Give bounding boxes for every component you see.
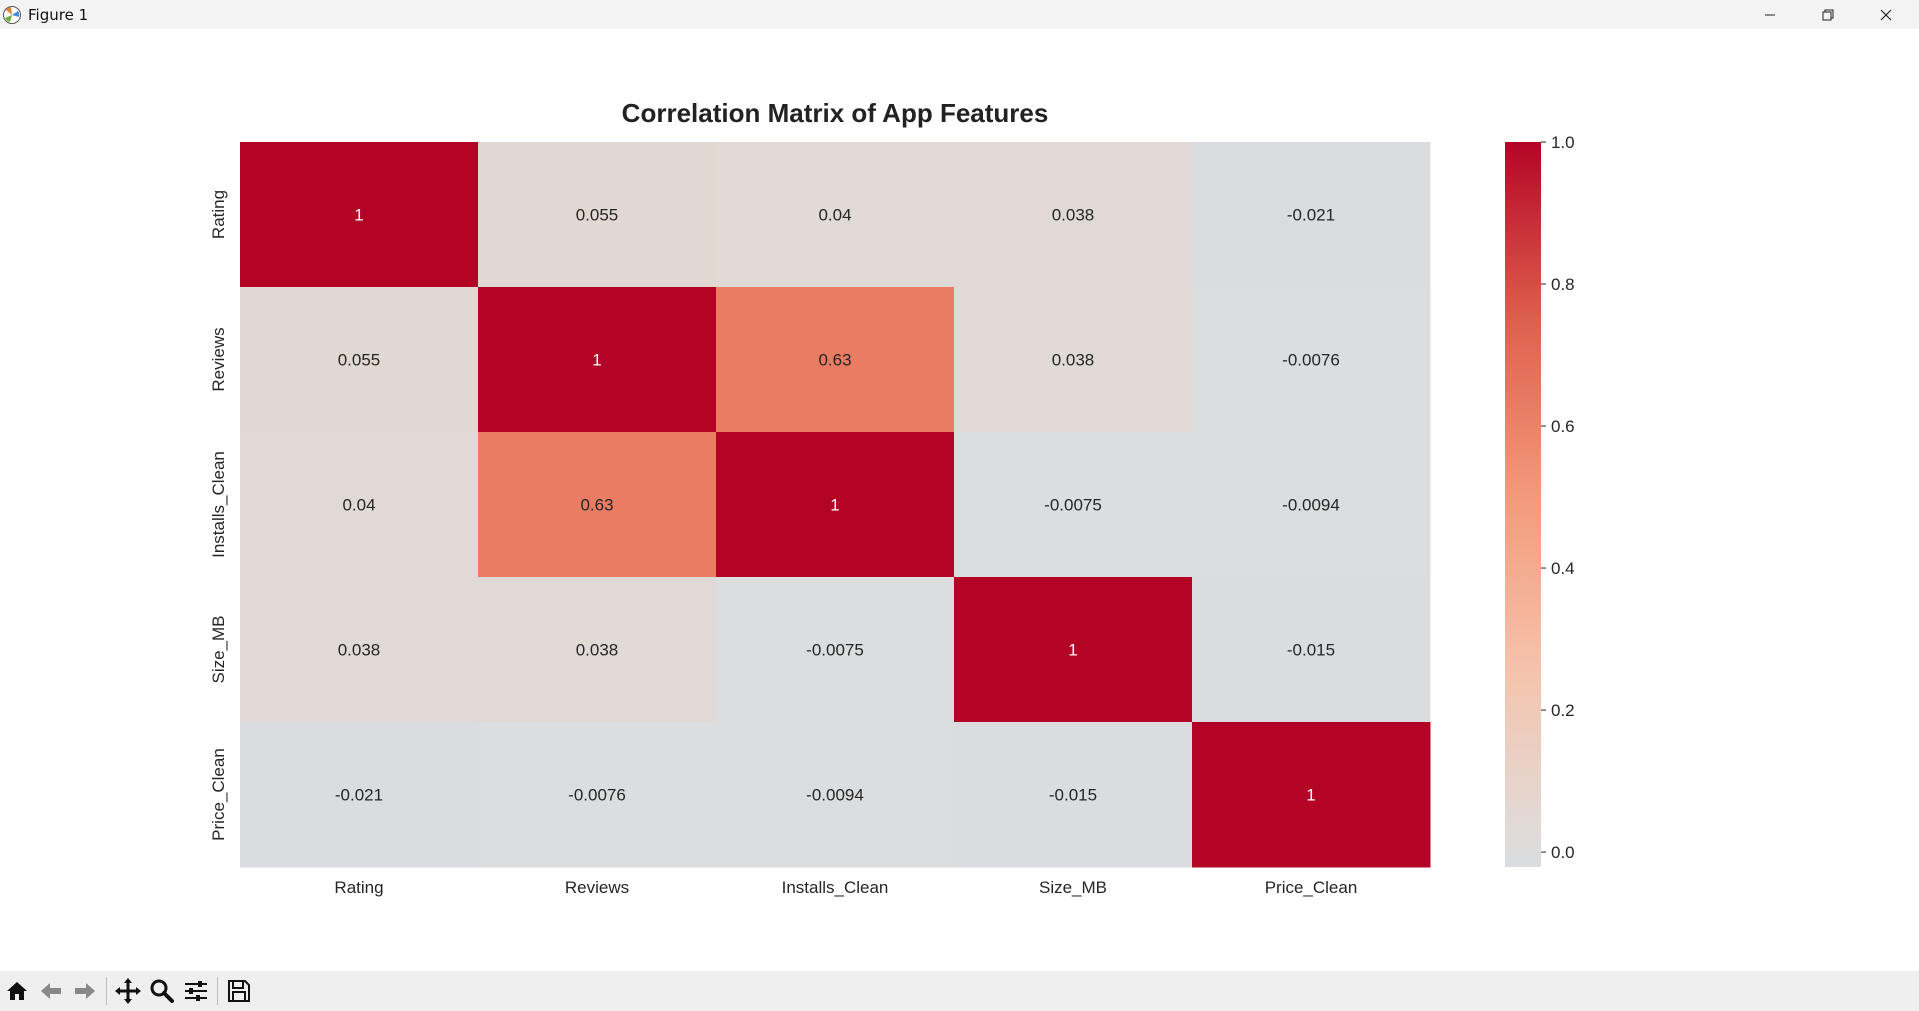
cell-annotation: -0.0075 [806,641,864,660]
heatmap-cell [716,432,955,578]
y-tick-label: Installs_Clean [209,451,228,558]
arrow-right-icon [75,983,95,999]
heatmap-cell [716,287,955,433]
heatmap-cell [716,142,955,288]
cell-annotation: -0.015 [1287,641,1335,660]
cell-annotation: 0.038 [1052,351,1095,370]
heatmap-cell [1192,287,1431,433]
cell-annotation: -0.021 [1287,206,1335,225]
colorbar-tick-label: 0.4 [1551,559,1575,578]
cell-annotation: -0.015 [1049,786,1097,805]
arrow-left-icon [41,983,61,999]
cell-annotation: 0.055 [338,351,381,370]
heatmap-cell [478,722,717,868]
cell-annotation: 0.63 [580,496,613,515]
x-tick-label: Installs_Clean [782,878,889,897]
close-button[interactable] [1857,0,1915,29]
colorbar [1505,142,1541,867]
cell-annotation: 1 [1306,786,1315,805]
move-icon [115,978,141,1004]
configure-subplots-button[interactable] [179,974,213,1008]
cell-annotation: 1 [354,206,363,225]
x-tick-label: Rating [334,878,383,897]
heatmap-cell [478,142,717,288]
heatmap-cell [954,287,1193,433]
cell-annotation: -0.0094 [806,786,864,805]
cell-annotation: 0.055 [576,206,619,225]
heatmap-cell [478,577,717,723]
colorbar-tick-label: 0.0 [1551,843,1575,862]
cell-annotation: -0.0076 [568,786,626,805]
restore-icon [1822,9,1834,20]
save-button[interactable] [222,974,256,1008]
zoom-button[interactable] [145,974,179,1008]
cell-annotation: 0.63 [818,351,851,370]
cell-annotation: 0.038 [1052,206,1095,225]
minimize-icon [1765,14,1775,15]
navigation-toolbar [0,971,1919,1011]
colorbar-tick-label: 0.2 [1551,701,1575,720]
colorbar-tick-label: 1.0 [1551,133,1575,152]
heatmap-cell [954,432,1193,578]
maximize-button[interactable] [1799,0,1857,29]
cell-annotation: 0.04 [342,496,375,515]
cell-annotation: -0.0094 [1282,496,1340,515]
close-icon [1880,9,1892,20]
heatmap-cell [1192,577,1431,723]
heatmap-cell [1192,722,1431,868]
window-title: Figure 1 [28,5,89,24]
magnifier-icon [150,979,174,1003]
colorbar-tick-label: 0.8 [1551,275,1575,294]
y-tick-label: Size_MB [209,615,228,683]
heatmap-cell [954,722,1193,868]
cell-annotation: 0.038 [576,641,619,660]
heatmap-cell [240,722,479,868]
matplotlib-icon [3,5,21,24]
figure-canvas: Correlation Matrix of App Features 1 0.05… [0,29,1919,971]
toolbar-separator [217,977,218,1005]
cell-annotation: 1 [592,351,601,370]
x-tick-label: Reviews [565,878,629,897]
home-icon [7,982,27,1000]
heatmap-cell [240,142,479,288]
home-button[interactable] [0,974,34,1008]
cell-annotation: 0.04 [818,206,851,225]
heatmap-cell [240,432,479,578]
y-tick-label: Rating [209,190,228,239]
heatmap-chart: Correlation Matrix of App Features 1 0.05… [209,98,1575,897]
heatmap-cell [954,577,1193,723]
sliders-icon [185,981,207,1001]
cell-annotation: -0.021 [335,786,383,805]
heatmap-cell [1192,142,1431,288]
x-tick-label: Size_MB [1039,878,1107,897]
cell-annotation: 1 [830,496,839,515]
y-tick-label: Reviews [209,327,228,391]
cell-annotation: 1 [1068,641,1077,660]
heatmap-cell [240,287,479,433]
minimize-button[interactable] [1741,0,1799,29]
heatmap-cell [716,722,955,868]
colorbar-tick-label: 0.6 [1551,417,1575,436]
toolbar-separator [106,977,107,1005]
heatmap-cell [478,432,717,578]
cell-annotation: 0.038 [338,641,381,660]
pan-button[interactable] [111,974,145,1008]
heatmap-cell [1192,432,1431,578]
x-tick-label: Price_Clean [1265,878,1358,897]
heatmap-cell [954,142,1193,288]
floppy-disk-icon [228,980,250,1002]
heatmap-cell [478,287,717,433]
forward-button[interactable] [68,974,102,1008]
y-tick-label: Price_Clean [209,748,228,841]
cell-annotation: -0.0076 [1282,351,1340,370]
chart-title: Correlation Matrix of App Features [622,98,1049,128]
heatmap-cell [240,577,479,723]
heatmap-cell [716,577,955,723]
window-titlebar: Figure 1 [0,0,1919,29]
cell-annotation: -0.0075 [1044,496,1102,515]
back-button[interactable] [34,974,68,1008]
